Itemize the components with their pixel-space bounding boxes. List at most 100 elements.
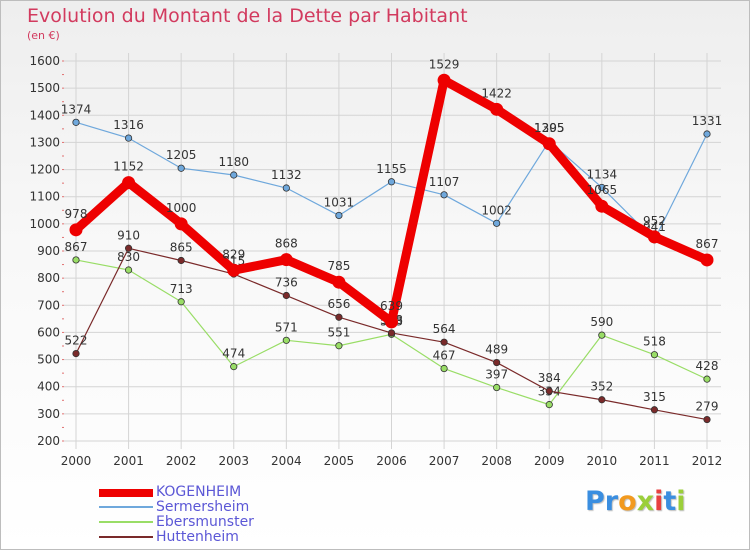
logo-letter: x bbox=[636, 486, 655, 517]
data-point bbox=[177, 256, 185, 265]
data-point bbox=[387, 329, 396, 337]
data-point bbox=[440, 338, 448, 346]
data-label: 1374 bbox=[61, 102, 92, 116]
legend-label: Ebersmunster bbox=[156, 514, 254, 530]
data-label: 1331 bbox=[692, 114, 723, 128]
data-label: 467 bbox=[433, 349, 456, 363]
data-label: 571 bbox=[275, 320, 298, 334]
y-tick-label: 1400 bbox=[29, 108, 60, 122]
data-point bbox=[332, 275, 346, 289]
data-label: 868 bbox=[275, 237, 298, 251]
data-point bbox=[282, 291, 290, 300]
chart-title: Evolution du Montant de la Dette par Hab… bbox=[27, 5, 468, 27]
legend-label: Sermersheim bbox=[156, 499, 250, 515]
x-tick-label: 2006 bbox=[376, 454, 407, 468]
data-point bbox=[650, 406, 659, 414]
data-label: 1002 bbox=[481, 203, 512, 217]
data-label: 736 bbox=[275, 276, 298, 290]
x-tick-label: 2012 bbox=[692, 454, 723, 468]
data-label: 1316 bbox=[113, 118, 144, 132]
data-label: 1205 bbox=[166, 148, 197, 162]
data-label: 315 bbox=[643, 390, 666, 404]
data-point bbox=[124, 134, 133, 142]
data-label: 590 bbox=[590, 315, 613, 329]
y-tick-label: 400 bbox=[37, 380, 60, 394]
data-point bbox=[335, 313, 343, 321]
data-point bbox=[703, 130, 711, 138]
data-label: 978 bbox=[65, 207, 88, 221]
data-label: 1155 bbox=[376, 162, 407, 176]
data-label: 1529 bbox=[429, 57, 460, 71]
data-point bbox=[72, 256, 80, 264]
data-point bbox=[440, 364, 448, 373]
data-point bbox=[598, 396, 606, 404]
data-point bbox=[174, 217, 188, 231]
data-label: 656 bbox=[327, 297, 350, 311]
data-point bbox=[282, 336, 290, 344]
legend-label: KOGENHEIM bbox=[156, 484, 242, 500]
x-tick-label: 2010 bbox=[587, 454, 618, 468]
data-point bbox=[595, 199, 609, 213]
data-label: 352 bbox=[590, 380, 613, 394]
data-label: 428 bbox=[696, 359, 719, 373]
data-point bbox=[490, 102, 504, 116]
y-tick-label: 900 bbox=[37, 244, 60, 258]
data-point bbox=[230, 171, 238, 179]
data-label: 1152 bbox=[113, 160, 144, 174]
x-tick-label: 2003 bbox=[218, 454, 249, 468]
data-label: 713 bbox=[170, 282, 193, 296]
data-label: 518 bbox=[643, 335, 666, 349]
y-tick-label: 1500 bbox=[29, 81, 60, 95]
data-point bbox=[387, 178, 396, 186]
data-label: 1107 bbox=[429, 175, 460, 189]
legend-swatch bbox=[99, 506, 153, 508]
data-label: 474 bbox=[222, 347, 245, 361]
data-label: 952 bbox=[643, 214, 666, 228]
data-point bbox=[279, 253, 293, 267]
data-label: 639 bbox=[380, 299, 403, 313]
y-tick-label: 1100 bbox=[29, 190, 60, 204]
y-tick-label: 1600 bbox=[29, 54, 60, 68]
data-label: 830 bbox=[117, 250, 140, 264]
data-point bbox=[493, 219, 501, 227]
data-label: 1132 bbox=[271, 168, 302, 182]
data-label: 867 bbox=[696, 237, 719, 251]
data-point bbox=[703, 415, 711, 424]
data-point bbox=[437, 73, 451, 87]
data-label: 867 bbox=[65, 240, 88, 254]
y-tick-label: 600 bbox=[37, 325, 60, 339]
x-tick-label: 2001 bbox=[113, 454, 144, 468]
data-label: 1000 bbox=[166, 201, 197, 215]
data-point bbox=[124, 266, 133, 274]
data-point bbox=[545, 401, 553, 409]
data-point bbox=[598, 331, 606, 339]
data-point bbox=[69, 223, 83, 237]
data-label: 551 bbox=[327, 326, 350, 340]
y-tick-label: 1000 bbox=[29, 217, 60, 231]
data-label: 1422 bbox=[481, 86, 512, 100]
data-label: 1180 bbox=[218, 155, 249, 169]
data-point bbox=[598, 183, 606, 192]
x-tick-label: 2009 bbox=[534, 454, 565, 468]
x-tick-label: 2011 bbox=[639, 454, 670, 468]
data-point bbox=[177, 298, 185, 306]
data-point bbox=[72, 349, 80, 358]
y-tick-label: 300 bbox=[37, 407, 60, 421]
logo-letter: t bbox=[663, 486, 677, 517]
logo-letter: o bbox=[618, 486, 637, 517]
data-label: 1134 bbox=[587, 167, 618, 181]
legend-label: Huttenheim bbox=[156, 529, 239, 545]
legend-swatch bbox=[99, 536, 153, 538]
data-point bbox=[493, 383, 501, 392]
data-point bbox=[647, 230, 661, 244]
data-label: 865 bbox=[170, 241, 193, 255]
logo-letter: P bbox=[585, 486, 605, 517]
data-label: 384 bbox=[538, 371, 561, 385]
proxiti-logo: Proxiti bbox=[585, 486, 686, 517]
x-tick-label: 2002 bbox=[166, 454, 197, 468]
x-tick-label: 2005 bbox=[324, 454, 355, 468]
data-point bbox=[335, 211, 343, 220]
data-point bbox=[124, 244, 133, 252]
data-point bbox=[700, 253, 714, 267]
data-point bbox=[542, 137, 556, 151]
